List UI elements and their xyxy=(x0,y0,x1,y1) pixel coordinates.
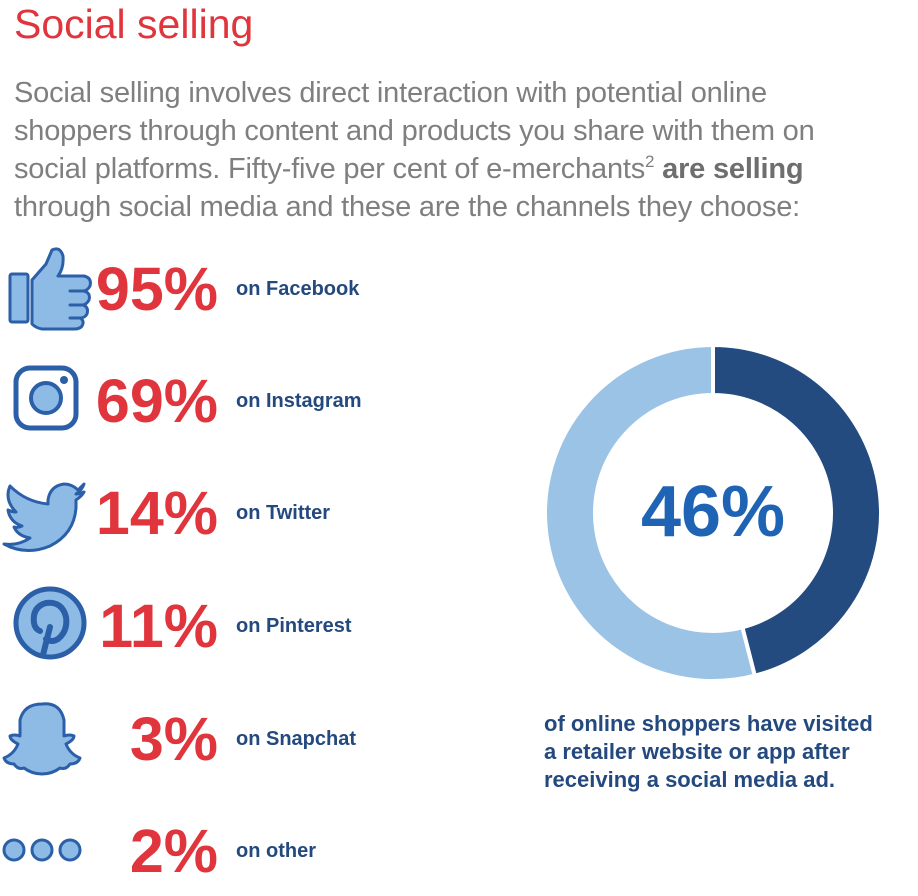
chart-category-label: on Snapchat xyxy=(236,728,357,750)
donut-slice-rest xyxy=(543,342,758,683)
channel-row-pinterest: 11% on Pinterest xyxy=(0,581,500,671)
donut-slice-visited xyxy=(711,342,883,679)
footnote-marker: 2 xyxy=(645,152,655,171)
chart-category-label: on Instagram xyxy=(236,390,362,412)
donut-caption-line-1: of online shoppers have visited xyxy=(544,711,873,736)
three-dots-icon xyxy=(0,806,100,896)
chart-value-label: 69% xyxy=(95,367,218,435)
donut-center-value: 46% xyxy=(641,472,785,552)
pinterest-icon xyxy=(0,581,100,671)
chart-category-label: on other xyxy=(236,840,316,862)
intro-line-1: Social selling involves direct interacti… xyxy=(14,77,767,109)
intro-line-2: shoppers through content and products yo… xyxy=(14,115,815,147)
intro-paragraph: Social selling involves direct interacti… xyxy=(14,74,914,226)
channel-row-other: 2% on other xyxy=(0,806,500,896)
donut-chart: 46% xyxy=(530,330,896,701)
chart-value-label: 95% xyxy=(95,255,218,323)
chart-category-label: on Facebook xyxy=(236,278,360,300)
instagram-icon xyxy=(0,356,100,446)
intro-line-3: social platforms. Fifty-five per cent of… xyxy=(14,150,914,188)
chart-category-label: on Pinterest xyxy=(236,615,352,637)
channel-row-twitter: 14% on Twitter xyxy=(0,468,500,558)
snapchat-ghost-icon xyxy=(0,694,100,784)
intro-line-3-start: social platforms. Fifty-five per cent of… xyxy=(14,153,646,185)
channel-row-instagram: 69% on Instagram xyxy=(0,356,500,446)
donut-caption-line-2: a retailer website or app after xyxy=(544,739,850,764)
chart-value-label: 14% xyxy=(95,479,218,547)
donut-caption-line-3: receiving a social media ad. xyxy=(544,767,836,792)
chart-category-label: on Twitter xyxy=(236,502,331,524)
chart-value-label: 3% xyxy=(129,705,218,773)
page-title: Social selling xyxy=(14,1,254,47)
intro-line-3-bold: are selling xyxy=(654,153,804,185)
channel-row-facebook: 95% on Facebook xyxy=(0,244,500,334)
chart-value-label: 2% xyxy=(129,817,218,885)
donut-chart-svg: 46% xyxy=(543,342,883,683)
intro-line-4: through social media and these are the c… xyxy=(14,191,801,223)
thumbs-up-icon xyxy=(0,244,100,334)
channel-row-snapchat: 3% on Snapchat xyxy=(0,694,500,784)
chart-value-label: 11% xyxy=(99,592,218,660)
donut-caption: of online shoppers have visited a retail… xyxy=(544,710,904,794)
twitter-bird-icon xyxy=(0,468,100,558)
